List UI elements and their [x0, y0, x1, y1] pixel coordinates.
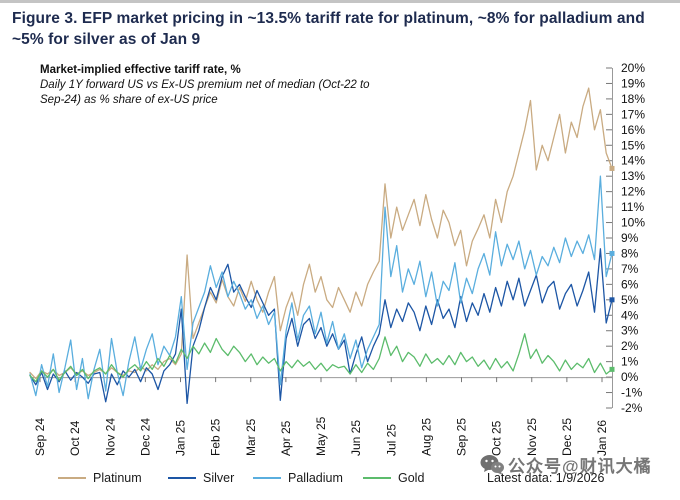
x-tick-label: Sep 25 [455, 418, 469, 456]
legend-swatch-palladium [253, 477, 281, 479]
y-tick-label: 0% [621, 370, 639, 384]
y-tick-label: 12% [621, 185, 645, 199]
x-tick-label: Nov 25 [525, 418, 539, 456]
x-tick-label: Apr 25 [279, 420, 293, 456]
x-tick-label: May 25 [314, 416, 328, 456]
legend-item-palladium: Palladium [253, 468, 343, 488]
legend-label-gold: Gold [398, 471, 425, 485]
y-tick-label: -1% [621, 386, 643, 400]
legend-swatch-silver [168, 477, 196, 479]
y-tick-label: -2% [621, 401, 643, 415]
x-tick-label: Dec 25 [560, 418, 574, 456]
series-end-marker-palladium [609, 250, 615, 256]
x-tick-label: Sep 24 [33, 418, 47, 456]
legend-item-silver: Silver [168, 468, 234, 488]
y-tick-label: 5% [621, 293, 639, 307]
chart-y-axis-title: Market-implied effective tariff rate, % [40, 64, 241, 76]
series-end-marker-silver [609, 297, 615, 303]
legend-item-platinum: Platinum [58, 468, 142, 488]
y-tick-label: 8% [621, 246, 639, 260]
y-tick-label: 15% [621, 138, 645, 152]
series-end-marker-platinum [609, 165, 615, 171]
y-tick-label: 4% [621, 308, 639, 322]
legend-swatch-gold [363, 477, 391, 479]
y-tick-label: 20% [621, 61, 645, 75]
series-line-gold [29, 333, 613, 383]
chart-subtitle-block: Market-implied effective tariff rate, % … [40, 64, 370, 108]
y-tick-label: 2% [621, 339, 639, 353]
y-tick-label: 9% [621, 231, 639, 245]
x-tick-label: Nov 24 [103, 418, 117, 456]
legend-swatch-platinum [58, 477, 86, 479]
x-tick-label: Jul 25 [384, 424, 398, 456]
x-tick-label: Oct 24 [68, 420, 82, 456]
x-tick-label: Jun 25 [349, 420, 363, 456]
legend-item-gold: Gold [363, 468, 424, 488]
y-tick-label: 18% [621, 92, 645, 106]
x-tick-label: Jan 26 [595, 420, 609, 456]
x-tick-label: Jan 25 [174, 420, 188, 456]
x-tick-label: Aug 25 [419, 418, 433, 456]
y-tick-label: 3% [621, 324, 639, 338]
x-tick-label: Oct 25 [490, 420, 504, 456]
x-tick-label: Feb 25 [209, 418, 223, 456]
legend-label-palladium: Palladium [288, 471, 343, 485]
y-tick-label: 1% [621, 355, 639, 369]
chart-description: Daily 1Y forward US vs Ex-US premium net… [40, 79, 370, 106]
figure-title: Figure 3. EFP market pricing in ~13.5% t… [12, 10, 645, 48]
y-tick-label: 14% [621, 154, 645, 168]
y-tick-label: 7% [621, 262, 639, 276]
y-tick-label: 16% [621, 123, 645, 137]
x-tick-label: Dec 24 [138, 418, 152, 456]
y-tick-label: 11% [621, 200, 644, 214]
legend-label-platinum: Platinum [93, 471, 142, 485]
latest-data-note: Latest data: 1/9/2026 [487, 471, 605, 485]
legend-label-silver: Silver [203, 471, 235, 485]
series-line-palladium [29, 175, 613, 400]
chart-legend: Platinum Silver Palladium Gold [0, 468, 680, 492]
x-tick-label: Mar 25 [244, 418, 258, 456]
top-edge-strip [0, 0, 680, 3]
y-tick-label: 13% [621, 169, 645, 183]
series-end-marker-gold [609, 366, 615, 372]
y-tick-label: 10% [621, 216, 645, 230]
y-tick-label: 6% [621, 277, 639, 291]
y-tick-label: 17% [621, 107, 645, 121]
y-tick-label: 19% [621, 76, 645, 90]
